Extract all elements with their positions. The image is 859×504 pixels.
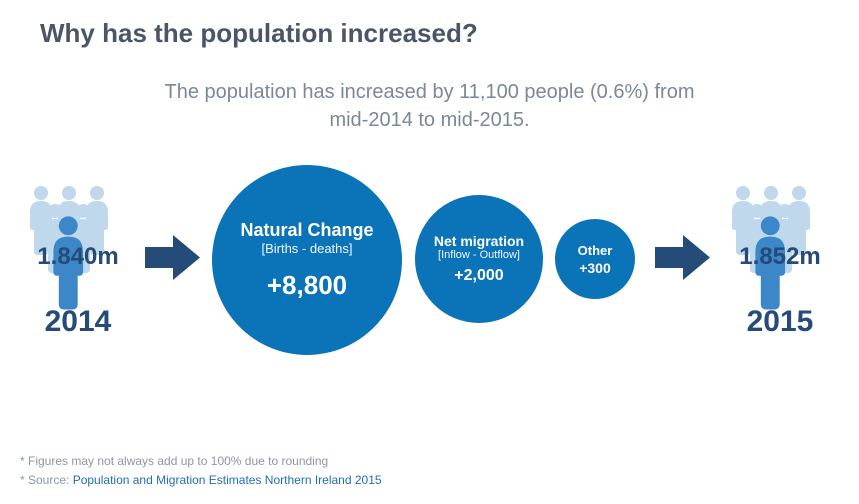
source-link[interactable]: Population and Migration Estimates North… bbox=[73, 473, 382, 487]
factor-circle-2: Other +300 bbox=[555, 219, 635, 299]
footnotes: * Figures may not always add up to 100% … bbox=[20, 452, 382, 490]
population-end-value: 1.852m bbox=[718, 243, 842, 271]
arrow-icon bbox=[145, 235, 200, 280]
population-start: 1.840m 2014 bbox=[18, 185, 138, 355]
arrow-icon bbox=[655, 235, 710, 280]
factor-title: Other bbox=[578, 243, 613, 258]
factor-value: +8,800 bbox=[267, 270, 347, 301]
footnote-rounding: * Figures may not always add up to 100% … bbox=[20, 452, 382, 471]
population-start-value: 1.840m bbox=[16, 243, 140, 271]
population-end-year: 2015 bbox=[720, 305, 840, 339]
flow-diagram: 1.840m 2014 Natural Change[Births - deat… bbox=[0, 175, 859, 405]
population-end: 1.852m 2015 bbox=[720, 185, 840, 355]
subtitle-line-2: mid-2014 to mid-2015. bbox=[329, 109, 529, 131]
factor-value: +300 bbox=[579, 260, 611, 276]
factor-title: Net migration bbox=[434, 233, 524, 249]
factor-subtitle: [Inflow - Outflow] bbox=[438, 249, 520, 261]
population-start-year: 2014 bbox=[18, 305, 138, 339]
footnote-source: * Source: Population and Migration Estim… bbox=[20, 471, 382, 490]
factor-circle-1: Net migration[Inflow - Outflow] +2,000 bbox=[415, 195, 543, 323]
page-subtitle: The population has increased by 11,100 p… bbox=[0, 78, 859, 134]
subtitle-line-1: The population has increased by 11,100 p… bbox=[165, 81, 695, 103]
factor-circle-0: Natural Change[Births - deaths] +8,800 bbox=[212, 165, 402, 355]
footnote-source-prefix: * Source: bbox=[20, 473, 73, 487]
factor-subtitle: [Births - deaths] bbox=[261, 241, 352, 256]
page-title: Why has the population increased? bbox=[40, 18, 478, 49]
factor-value: +2,000 bbox=[454, 267, 503, 285]
factor-title: Natural Change bbox=[240, 220, 373, 241]
